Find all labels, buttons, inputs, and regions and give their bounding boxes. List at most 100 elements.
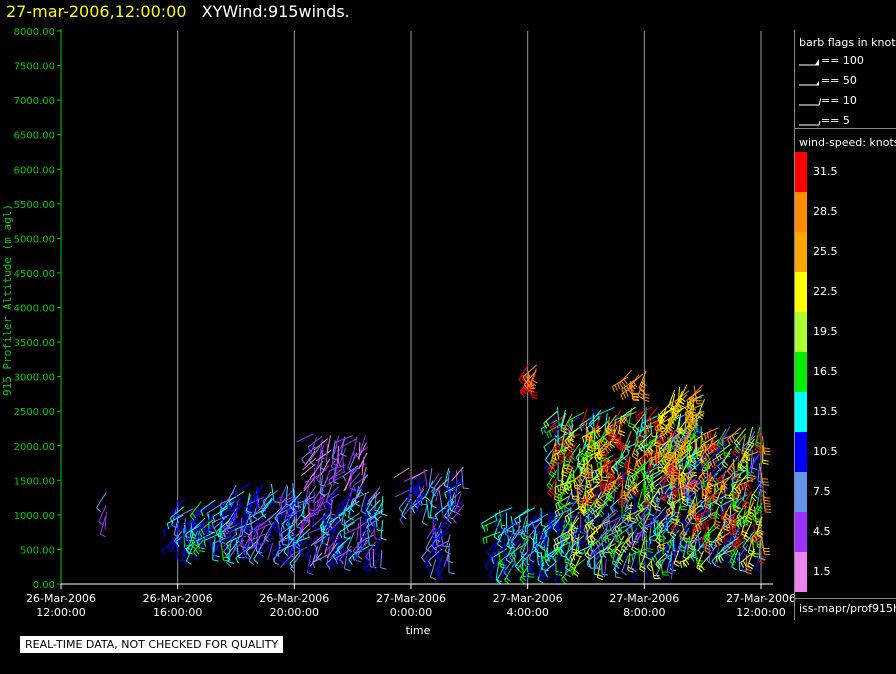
- wind-barb-flag: [196, 540, 200, 547]
- wind-barb: [310, 437, 317, 455]
- wind-barb-flag: [654, 508, 661, 512]
- wind-barb-flag: [590, 446, 594, 453]
- wind-barb-flag: [660, 479, 665, 485]
- wind-barb-flag: [541, 558, 545, 565]
- wind-barb: [594, 413, 602, 431]
- wind-barb-flag: [728, 529, 732, 536]
- wind-barb-flag: [620, 450, 627, 453]
- wind-barb-flag: [690, 555, 695, 562]
- wind-barb-flag: [319, 484, 327, 487]
- wind-barb: [663, 512, 680, 523]
- wind-barb-flag: [733, 495, 737, 502]
- wind-barb-flag: [740, 562, 745, 568]
- chart-datetime: 27-mar-2006,12:00:00: [6, 2, 187, 21]
- wind-barb: [749, 453, 760, 470]
- wind-barb-flag: [287, 535, 293, 540]
- wind-barb-flag: [167, 546, 173, 552]
- wind-barb-flag: [248, 560, 254, 565]
- wind-barb-flag: [616, 526, 621, 532]
- wind-barb: [495, 507, 513, 515]
- wind-barb: [668, 485, 674, 504]
- wind-barb-flag: [482, 538, 485, 545]
- x-tick-date: 26-Mar-2006: [259, 592, 329, 605]
- wind-barb-flag: [609, 472, 612, 479]
- wind-barb-flag: [521, 576, 527, 582]
- wind-barb-flag: [625, 502, 631, 508]
- wind-barb-flag: [430, 576, 437, 581]
- wind-barb-flag: [566, 515, 571, 522]
- wind-barb: [559, 474, 564, 493]
- wind-barb-flag: [674, 411, 677, 419]
- wind-barb-flag: [648, 446, 654, 452]
- wind-barb-flag: [557, 504, 563, 509]
- wind-barb: [609, 494, 624, 508]
- wind-barb-flag: [704, 455, 708, 462]
- wind-barb: [522, 548, 537, 562]
- wind-barb-flag: [527, 379, 533, 386]
- x-axis-label: time: [406, 624, 431, 637]
- wind-barb-flag: [743, 537, 749, 542]
- wind-barb: [757, 463, 761, 482]
- wind-barb-flag: [421, 557, 426, 563]
- wind-barb-flag: [327, 564, 333, 570]
- wind-barb-flag: [619, 478, 624, 485]
- wind-barb-flag: [607, 495, 613, 502]
- wind-barb: [312, 508, 316, 527]
- wind-barb-flag: [700, 483, 704, 490]
- wind-barb-flag: [753, 535, 758, 541]
- wind-barb-flag: [665, 426, 669, 432]
- wind-barb-flag: [343, 510, 347, 517]
- wind-barb-flag: [755, 446, 762, 451]
- wind-barb-flag: [718, 552, 723, 559]
- wind-barb: [364, 530, 375, 547]
- wind-barb-flag: [672, 490, 680, 493]
- wind-barb: [336, 551, 353, 562]
- wind-barb-flag: [601, 436, 608, 441]
- wind-barb-flag: [572, 535, 578, 542]
- wind-barb-flag: [633, 470, 640, 474]
- wind-barb-flag: [640, 554, 646, 558]
- wind-barb: [586, 415, 601, 429]
- wind-barb-flag: [715, 502, 722, 507]
- wind-barb-flag: [703, 482, 706, 489]
- wind-barb-flag: [289, 554, 296, 559]
- wind-barb-flag: [741, 533, 748, 538]
- wind-barb: [553, 535, 566, 551]
- wind-barb-flag: [632, 484, 638, 489]
- wind-barb: [429, 472, 440, 489]
- wind-barb-flag: [285, 521, 290, 527]
- wind-barb-flag: [631, 475, 635, 482]
- wind-barb-flag: [325, 530, 330, 536]
- wind-barb-flag: [551, 567, 557, 573]
- wind-barb: [359, 524, 369, 542]
- wind-barb-flag: [612, 509, 619, 512]
- wind-barb-flag: [709, 459, 715, 465]
- wind-barb: [292, 503, 296, 522]
- wind-barb-flag: [620, 394, 624, 401]
- wind-barb: [639, 417, 644, 436]
- wind-barb-flag: [696, 431, 704, 434]
- wind-barb: [322, 471, 331, 489]
- wind-barb: [446, 470, 450, 489]
- wind-barb: [731, 464, 749, 475]
- wind-barb-flag: [725, 497, 732, 499]
- wind-barb-flag: [542, 569, 549, 572]
- y-tick-label: 4500.00: [14, 269, 55, 280]
- wind-barb: [349, 470, 353, 489]
- wind-barb-flag: [686, 400, 690, 406]
- x-tick-date: 27-Mar-2006: [376, 592, 446, 605]
- wind-barb: [289, 537, 296, 556]
- wind-barb-flag: [446, 518, 452, 524]
- wind-barb-flag: [629, 477, 633, 484]
- wind-barb-flag: [586, 565, 593, 570]
- wind-barb: [229, 490, 245, 502]
- wind-barb-flag: [369, 544, 376, 547]
- wind-barb-flag: [623, 505, 629, 510]
- wind-barb-flag: [166, 523, 170, 530]
- wind-barb: [631, 560, 639, 578]
- wind-barb-flag: [271, 524, 276, 531]
- wind-barb-flag: [659, 438, 666, 444]
- speed-color-swatch: [795, 352, 807, 392]
- wind-barb: [446, 503, 457, 520]
- wind-barb-flag: [698, 477, 703, 483]
